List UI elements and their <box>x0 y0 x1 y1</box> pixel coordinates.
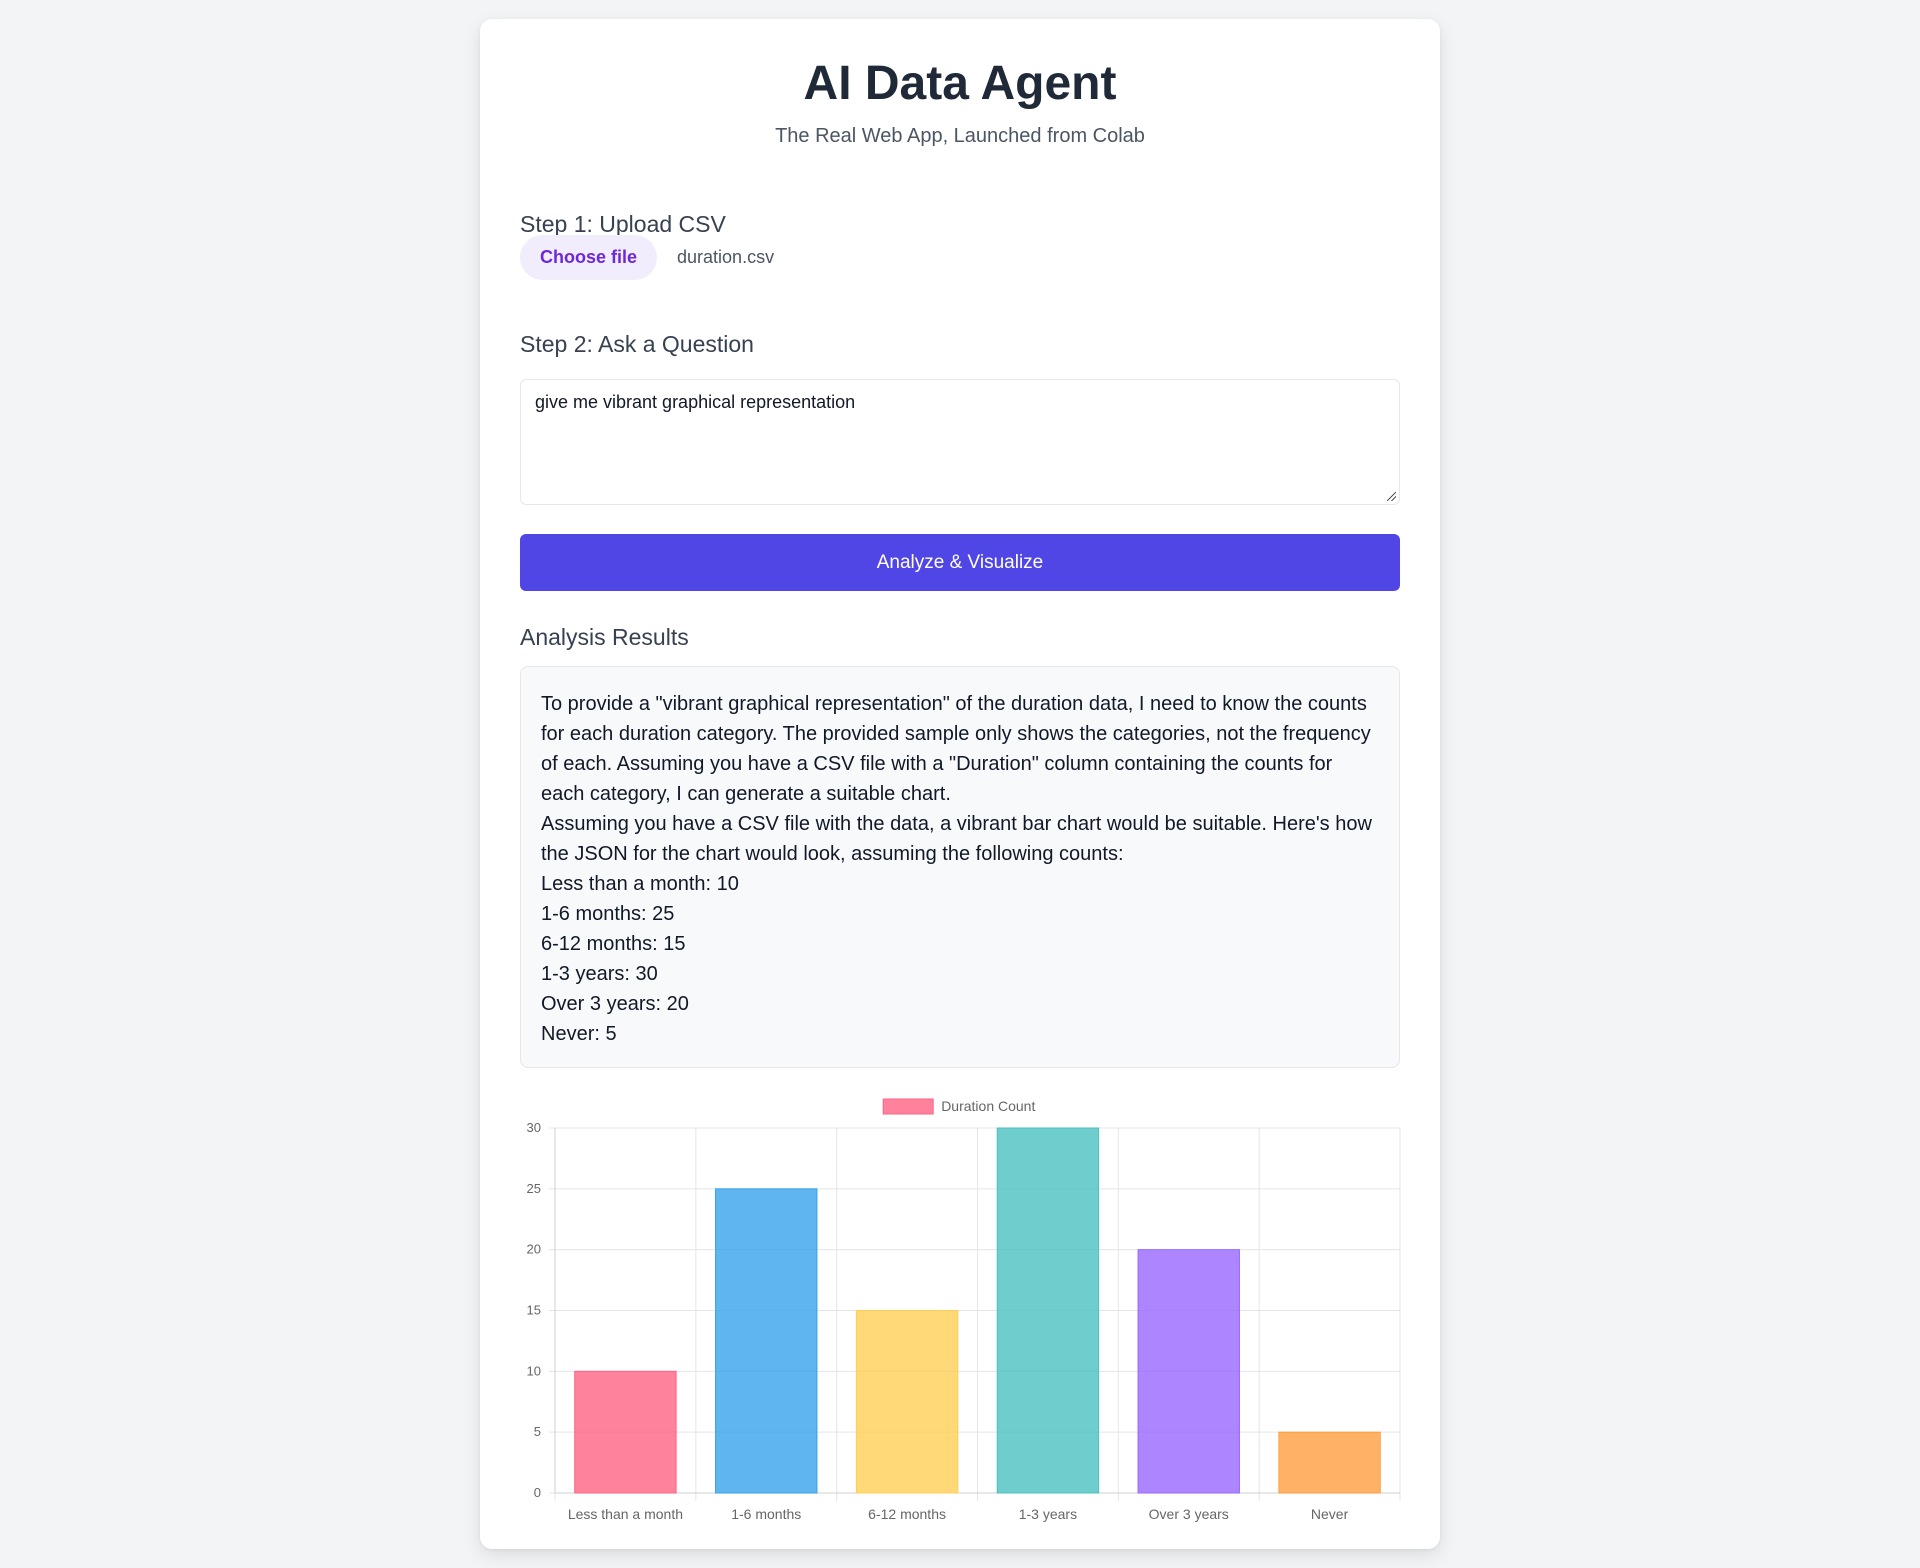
selected-file-name: duration.csv <box>677 247 775 267</box>
x-tick-label: 6-12 months <box>868 1506 946 1522</box>
x-tick-label: Over 3 years <box>1149 1506 1229 1522</box>
results-line: 1-6 months: 25 <box>541 903 675 925</box>
page-title: AI Data Agent <box>803 57 1117 110</box>
y-tick-label: 5 <box>534 1424 541 1439</box>
y-tick-label: 10 <box>527 1363 541 1378</box>
legend-swatch <box>882 1098 934 1115</box>
analyze-button[interactable]: Analyze & Visualize <box>520 534 1400 591</box>
y-tick-label: 20 <box>527 1242 541 1257</box>
results-line: Never: 5 <box>541 1023 617 1045</box>
bar <box>715 1188 818 1494</box>
bar <box>996 1127 1100 1494</box>
bar-chart: 0 5 10 15 20 25 30 Less than a month 1-6 months 6… <box>480 1089 1440 1549</box>
app-card: AI Data Agent The Real Web App, Launched… <box>480 19 1440 1549</box>
results-line: 6-12 months: 15 <box>541 933 686 955</box>
x-tick-label: Less than a month <box>568 1506 683 1522</box>
bar <box>574 1370 677 1494</box>
bar-chart-svg: 0 5 10 15 20 25 30 Less than a month 1-6 months 6… <box>527 1098 1401 1522</box>
results-paragraph: To provide a "vibrant graphical represen… <box>541 693 1371 805</box>
x-tick-label: 1-3 years <box>1019 1506 1077 1522</box>
results-line: Over 3 years: 20 <box>541 993 689 1015</box>
y-tick-label: 0 <box>534 1485 541 1500</box>
y-tick-label: 15 <box>527 1303 541 1318</box>
results-heading: Analysis Results <box>520 624 689 650</box>
bar <box>1278 1431 1381 1494</box>
bar <box>1137 1249 1240 1494</box>
choose-file-button[interactable]: Choose file <box>520 235 658 280</box>
results-paragraph: Assuming you have a CSV file with the da… <box>541 813 1372 865</box>
y-tick-label: 30 <box>527 1120 541 1135</box>
results-line: 1-3 years: 30 <box>541 963 658 985</box>
results-line: Less than a month: 10 <box>541 873 739 895</box>
legend-label: Duration Count <box>941 1098 1035 1114</box>
y-tick-label: 25 <box>527 1181 541 1196</box>
question-input-value: give me vibrant graphical representation <box>535 392 856 412</box>
x-tick-label: Never <box>1311 1506 1349 1522</box>
question-input[interactable]: give me vibrant graphical representation <box>520 379 1400 505</box>
file-upload-row: Choose file duration.csv <box>520 235 774 280</box>
results-panel: To provide a "vibrant graphical represen… <box>520 666 1400 1068</box>
step2-heading: Step 2: Ask a Question <box>520 331 754 357</box>
bar <box>855 1310 959 1494</box>
x-tick-label: 1-6 months <box>731 1506 801 1522</box>
step1-heading: Step 1: Upload CSV <box>520 211 726 237</box>
resize-handle-icon[interactable] <box>1387 492 1396 501</box>
page-subtitle: The Real Web App, Launched from Colab <box>775 124 1145 147</box>
